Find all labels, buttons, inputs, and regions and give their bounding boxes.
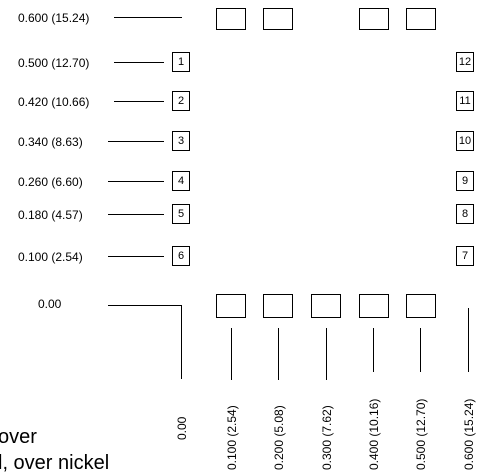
dim-label-x-0500: 0.500 (12.70): [414, 398, 428, 470]
top-pad: [359, 8, 389, 30]
dim-leader-y-0340: [108, 141, 164, 142]
dim-leader-y-0180: [108, 214, 164, 215]
dim-label-x-0600: 0.600 (15.24): [462, 398, 476, 470]
dim-label-y-0340: 0.340 (8.63): [18, 135, 83, 149]
bottom-pad: [263, 294, 293, 318]
dim-leader-y-0420: [114, 101, 164, 102]
dim-leader-y-0600: [114, 17, 182, 18]
dim-leader-y-0100: [108, 256, 164, 257]
note-line-1: over: [0, 426, 37, 448]
dim-label-y-0260: 0.260 (6.60): [18, 175, 83, 189]
pin-8: 8: [456, 204, 474, 224]
dim-label-x-000: 0.00: [175, 416, 189, 440]
pin-5: 5: [172, 204, 190, 224]
pin-7: 7: [456, 246, 474, 266]
dim-leader-x-0200: [278, 328, 279, 380]
dim-label-y-0100: 0.100 (2.54): [18, 250, 83, 264]
dim-leader-x-0400: [373, 328, 374, 372]
pin-1: 1: [172, 52, 190, 72]
dim-label-y-0420: 0.420 (10.66): [18, 95, 90, 109]
top-pad: [406, 8, 436, 30]
bottom-pad: [311, 294, 341, 318]
dim-label-y-0500: 0.500 (12.70): [18, 56, 90, 70]
dim-leader-y-000: [108, 305, 182, 306]
top-pad: [263, 8, 293, 30]
bottom-pad: [359, 294, 389, 318]
bottom-pad: [406, 294, 436, 318]
pin-11: 11: [456, 91, 474, 111]
note-line-2: l, over nickel: [0, 452, 110, 474]
dim-leader-x-000: [181, 305, 182, 379]
pin-9: 9: [456, 171, 474, 191]
pin-2: 2: [172, 91, 190, 111]
dim-label-y-0600: 0.600 (15.24): [18, 11, 90, 25]
dim-label-x-0100: 0.100 (2.54): [225, 405, 239, 470]
dim-label-x-0200: 0.200 (5.08): [272, 405, 286, 470]
pin-12: 12: [456, 52, 474, 72]
dim-label-x-0400: 0.400 (10.16): [367, 398, 381, 470]
dim-leader-y-0500: [114, 62, 164, 63]
dim-leader-y-0260: [108, 181, 164, 182]
dim-label-y-000: 0.00: [38, 297, 62, 311]
pin-6: 6: [172, 246, 190, 266]
dim-leader-x-0600: [468, 308, 469, 372]
top-pad: [216, 8, 246, 30]
pin-10: 10: [456, 131, 474, 151]
pin-4: 4: [172, 171, 190, 191]
bottom-pad: [216, 294, 246, 318]
dim-leader-x-0300: [326, 328, 327, 380]
dim-label-y-0180: 0.180 (4.57): [18, 208, 83, 222]
dim-label-x-0300: 0.300 (7.62): [320, 405, 334, 470]
pin-3: 3: [172, 131, 190, 151]
dim-leader-x-0100: [231, 328, 232, 380]
dim-leader-x-0500: [420, 328, 421, 372]
